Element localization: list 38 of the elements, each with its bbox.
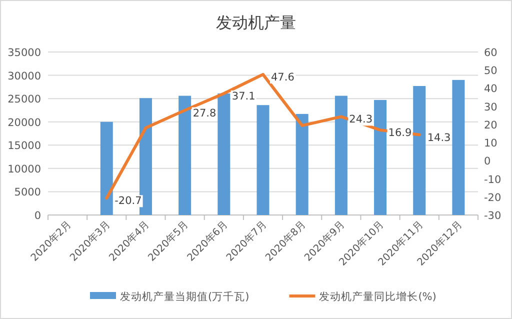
y-tick-label: 30000 [8, 70, 41, 82]
y2-tick-label: -10 [484, 174, 502, 186]
y2-tick-label: 0 [484, 156, 491, 168]
y-tick-label: 20000 [8, 116, 41, 129]
y2-tick-label: -20 [484, 192, 502, 204]
y2-tick-label: -30 [484, 210, 502, 222]
bar [334, 96, 348, 215]
bar [178, 96, 192, 215]
legend-label: 发动机产量同比增长(%) [319, 290, 436, 303]
legend-label: 发动机产量当期值(万千瓦) [120, 290, 250, 303]
bar [374, 100, 387, 215]
bar [296, 114, 308, 215]
chart-title: 发动机产量 [216, 13, 296, 32]
data-label: 16.9 [388, 127, 412, 140]
data-label: 27.8 [192, 107, 216, 120]
data-label: 24.3 [349, 114, 373, 126]
y-tick-label: 15000 [8, 140, 41, 152]
y-tick-label: 5000 [14, 186, 41, 199]
bar [256, 105, 270, 215]
data-label: -20.7 [114, 195, 142, 208]
y-tick-label: 10000 [8, 163, 41, 176]
data-label: 37.1 [232, 90, 256, 102]
y2-tick-label: 50 [484, 65, 498, 78]
bar [100, 122, 113, 215]
y2-tick-label: 10 [484, 138, 498, 150]
bar [413, 86, 426, 215]
y2-tick-label: 20 [484, 119, 498, 132]
data-label: 47.6 [271, 71, 295, 84]
y-tick-label: 25000 [8, 94, 41, 106]
y-tick-label: 35000 [8, 47, 41, 59]
y2-tick-label: 60 [484, 47, 498, 59]
bar [139, 98, 152, 215]
bar [218, 93, 230, 215]
bar [452, 80, 465, 215]
y2-tick-label: 40 [484, 83, 498, 96]
y-tick-label: 0 [34, 210, 41, 222]
data-label: 14.3 [427, 132, 451, 144]
y2-tick-label: 30 [484, 101, 498, 114]
